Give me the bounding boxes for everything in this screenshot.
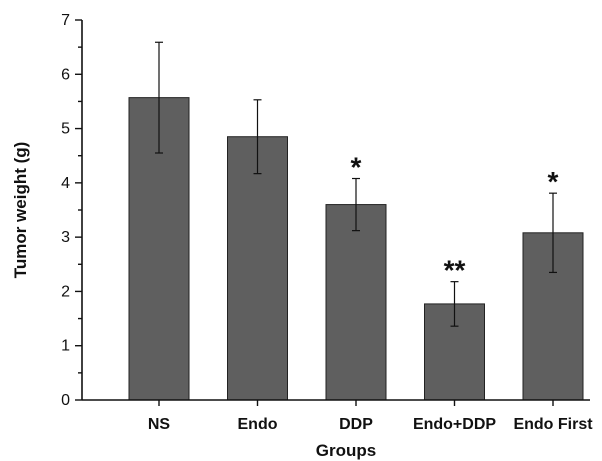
significance-marker: **	[444, 255, 466, 286]
x-tick-label: NS	[148, 416, 171, 433]
x-axis-title: Groups	[316, 441, 376, 460]
y-tick-label: 5	[61, 121, 70, 138]
y-tick-label: 4	[61, 175, 70, 192]
plot-area: 0 1 2 3 4 5 6 7 NS Endo DDP * Endo+DDP ** Endo First *	[61, 12, 593, 433]
y-axis-title: Tumor weight (g)	[11, 142, 30, 279]
y-tick-label: 3	[61, 229, 70, 246]
bar-endo	[227, 136, 288, 401]
y-tick-label: 1	[61, 338, 70, 355]
y-tick-label: 0	[61, 392, 70, 409]
significance-marker: *	[548, 166, 559, 197]
bar-ddp	[325, 204, 387, 401]
x-tick-label: Endo First	[513, 416, 593, 433]
x-tick-label: Endo	[238, 416, 278, 433]
x-tick-label: Endo+DDP	[413, 416, 496, 433]
significance-marker: *	[351, 152, 362, 183]
y-tick-label: 6	[61, 66, 70, 83]
y-tick-label: 7	[61, 12, 70, 29]
y-tick-label: 2	[61, 283, 70, 300]
x-tick-label: DDP	[339, 416, 373, 433]
